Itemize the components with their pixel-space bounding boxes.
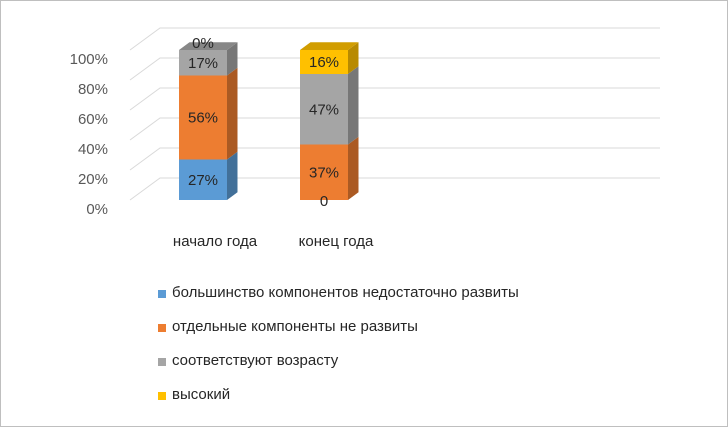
bar-segment-front	[179, 50, 227, 76]
bar-top	[179, 42, 238, 50]
bar-segment-front	[300, 74, 348, 145]
bar-segment-front	[300, 50, 348, 74]
legend-swatch	[158, 324, 166, 332]
y-tick-label: 80%	[78, 81, 108, 98]
gridline	[129, 117, 660, 141]
data-label: 16%	[309, 54, 339, 71]
bar-segment-side	[227, 42, 238, 76]
bar-top	[300, 42, 359, 50]
legend-swatch	[158, 358, 166, 366]
bar-segment-side	[348, 66, 359, 145]
y-tick-label: 20%	[78, 171, 108, 188]
gridline	[129, 57, 660, 81]
data-label: 0%	[192, 35, 214, 52]
bar-segment-side	[227, 151, 238, 200]
gridline	[129, 177, 660, 201]
bar-segment-side	[348, 136, 359, 200]
data-label: 56%	[188, 110, 218, 127]
legend-label: соответствуют возрасту	[172, 352, 339, 369]
y-tick-label: 60%	[78, 111, 108, 128]
legend-label: отдельные компоненты не развиты	[172, 318, 418, 335]
bar-segment-front	[300, 144, 348, 200]
data-label: 37%	[309, 164, 339, 181]
category-label: начало года	[173, 233, 258, 250]
data-labels: 27% 56% 17% 0% 0 37% 47% 16%	[188, 35, 339, 210]
data-label: 17%	[188, 55, 218, 72]
data-label: 0	[320, 193, 328, 210]
y-tick-label: 40%	[78, 141, 108, 158]
bar-segment-side	[348, 42, 359, 74]
category-label: конец года	[299, 233, 374, 250]
gridline	[129, 27, 660, 51]
y-tick-label: 100%	[70, 51, 108, 68]
gridline	[129, 87, 660, 111]
legend-swatch	[158, 290, 166, 298]
legend-swatch	[158, 392, 166, 400]
data-label: 27%	[188, 172, 218, 189]
legend-label: высокий	[172, 386, 231, 403]
legend-label: большинство компонентов недостаточно раз…	[172, 284, 519, 301]
bar-segment-side	[227, 67, 238, 160]
y-tick-label: 0%	[86, 201, 108, 218]
bar-segment-front	[179, 75, 227, 160]
gridline	[129, 147, 660, 171]
y-axis-ticks: 0% 20% 40% 60% 80% 100%	[70, 51, 108, 218]
bars	[179, 42, 359, 200]
gridlines	[129, 27, 660, 201]
bar-segment-front	[179, 159, 227, 200]
data-label: 47%	[309, 101, 339, 118]
x-axis-categories: начало года конец года	[173, 233, 374, 250]
